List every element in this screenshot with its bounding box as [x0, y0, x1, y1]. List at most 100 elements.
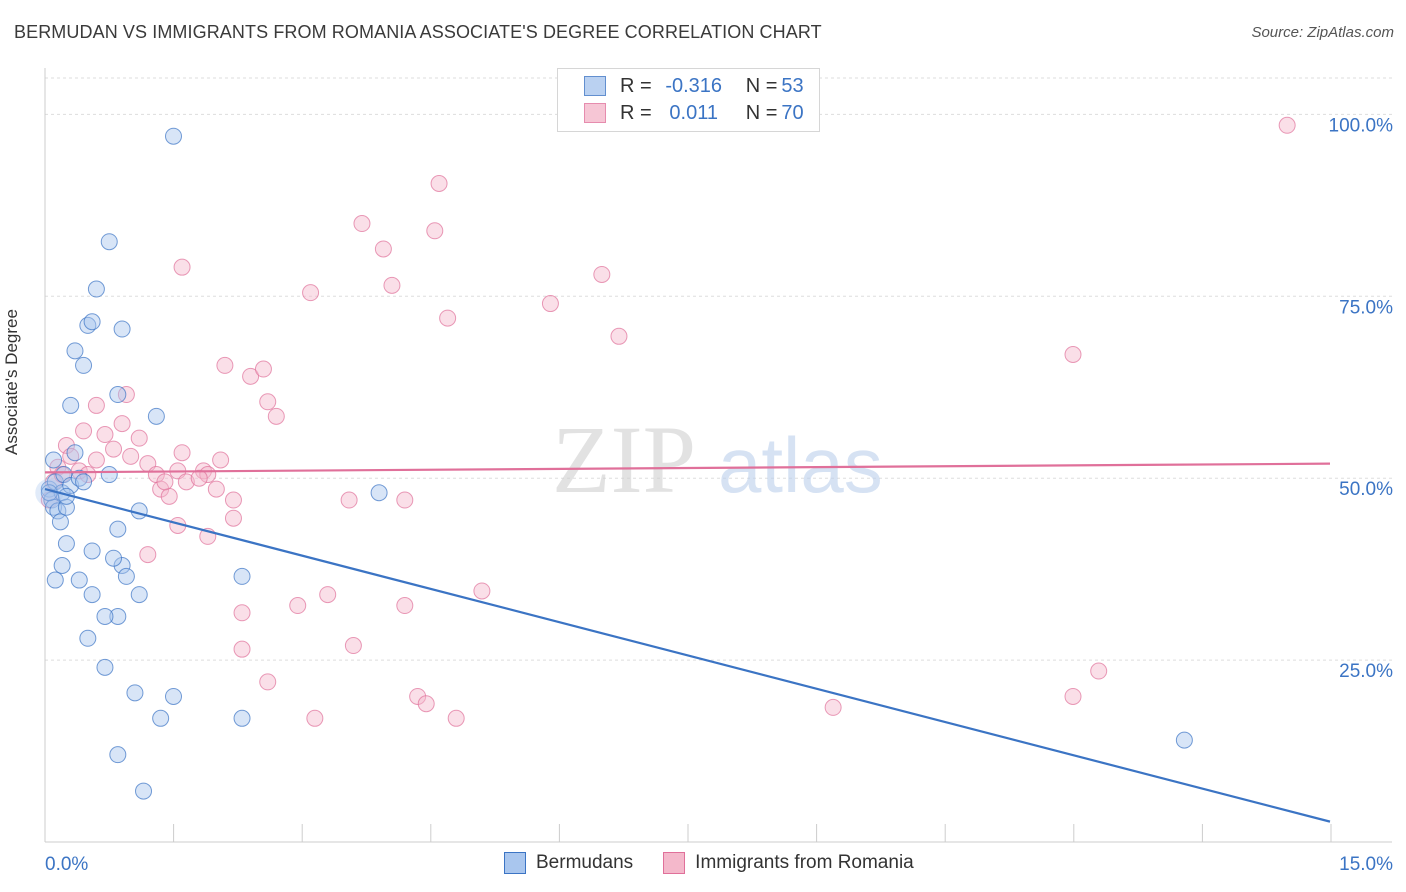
- y-tick-label: 50.0%: [1339, 479, 1393, 500]
- x-tick-labels: 0.0% 15.0%: [45, 854, 1393, 875]
- romania-point: [306, 709, 324, 727]
- legend-r-value: -0.316: [665, 74, 723, 97]
- romania-point: [96, 426, 114, 444]
- bermudans-point: [165, 127, 182, 145]
- romania-point: [289, 597, 307, 615]
- bermudans-point: [233, 709, 251, 727]
- romania-point: [113, 415, 131, 433]
- romania-point: [824, 698, 842, 716]
- axes: [44, 68, 1392, 843]
- series-legend: Bermudans Immigrants from Romania: [504, 852, 944, 874]
- trend-line-bermudans: [44, 488, 1331, 823]
- y-axis-label: Associate's Degree: [2, 309, 21, 455]
- bermudans-point: [165, 687, 182, 705]
- romania-point: [396, 597, 414, 615]
- trend-lines: [44, 462, 1331, 823]
- bermudans-point: [66, 444, 84, 462]
- bermudans-point: [100, 466, 118, 484]
- romania-point: [302, 284, 320, 302]
- x-tick-label: 0.0%: [45, 854, 88, 875]
- bermudans-point: [113, 557, 131, 575]
- romania-point: [259, 393, 277, 411]
- romania-point: [1090, 662, 1108, 680]
- legend-label-bermudans: Bermudans: [536, 852, 634, 873]
- romania-point: [224, 509, 242, 527]
- romania-point: [409, 687, 427, 705]
- bermudans-point: [109, 607, 127, 625]
- romania-point: [430, 175, 448, 193]
- romania-point: [417, 695, 435, 713]
- bermudans-point: [83, 586, 101, 604]
- chart-title: BERMUDAN VS IMMIGRANTS FROM ROMANIA ASSO…: [14, 22, 822, 42]
- romania-point: [259, 673, 277, 691]
- y-tick-label: 25.0%: [1339, 661, 1393, 682]
- romania-point: [207, 480, 225, 498]
- romania-point: [87, 396, 105, 414]
- watermark-zip: ZIP: [552, 406, 696, 513]
- romania-point: [447, 709, 465, 727]
- romania-point: [75, 422, 93, 440]
- legend-item-bermudans[interactable]: Bermudans: [504, 852, 633, 874]
- romania-point: [473, 582, 491, 600]
- romania-point: [233, 640, 251, 658]
- bermudans-point: [62, 476, 80, 494]
- bermudans-point: [109, 746, 127, 764]
- romania-point: [156, 473, 174, 491]
- romania-point: [439, 309, 457, 327]
- legend-swatch-pink: [663, 852, 686, 874]
- bermudans-point: [79, 629, 97, 647]
- romania-point: [216, 356, 234, 374]
- legend-n-value: 70: [781, 101, 804, 124]
- bermudans-point: [109, 386, 127, 404]
- bermudans-point-cluster: [35, 478, 64, 507]
- legend-row-romania: R = 0.011 N = 70: [584, 100, 804, 126]
- bermudans-point: [105, 549, 123, 567]
- legend-r-value: 0.011: [669, 101, 718, 124]
- romania-point: [1064, 345, 1082, 363]
- romania-point: [173, 258, 191, 276]
- legend-n-label: N =: [745, 74, 778, 97]
- romania-point: [593, 265, 611, 283]
- y-tick-label: 75.0%: [1339, 297, 1393, 318]
- series-bermudans-points: [35, 127, 1193, 800]
- romania-point: [212, 451, 230, 469]
- bermudans-point: [130, 586, 148, 604]
- y-tick-labels: 25.0% 50.0% 75.0% 100.0%: [1329, 115, 1394, 682]
- romania-point: [160, 487, 178, 505]
- romania-point: [173, 444, 191, 462]
- bermudans-point: [83, 542, 101, 560]
- romania-point: [57, 436, 75, 454]
- romania-point: [139, 546, 157, 564]
- legend-item-romania[interactable]: Immigrants from Romania: [663, 852, 914, 874]
- romania-point: [267, 407, 285, 425]
- bermudans-point: [1175, 731, 1193, 749]
- bermudans-point: [45, 451, 63, 469]
- legend-swatch-pink: [584, 103, 606, 123]
- source-label: Source: ZipAtlas.com: [1251, 24, 1394, 41]
- romania-point: [130, 429, 148, 447]
- y-tick-label: 100.0%: [1329, 115, 1394, 136]
- legend-swatch-blue: [504, 852, 526, 874]
- romania-point: [1064, 687, 1082, 705]
- romania-point: [1278, 116, 1296, 134]
- bermudans-point: [57, 535, 75, 553]
- romania-point: [426, 222, 444, 240]
- romania-point: [105, 440, 123, 458]
- legend-swatch-blue: [584, 76, 606, 96]
- romania-point: [319, 586, 337, 604]
- romania-point: [242, 367, 260, 385]
- legend-n-value: 53: [781, 74, 804, 97]
- bermudans-point: [109, 520, 127, 538]
- bermudans-point: [53, 557, 71, 575]
- x-tick-label: 15.0%: [1339, 854, 1393, 875]
- romania-point: [87, 451, 105, 469]
- watermark-atlas: atlas: [718, 421, 883, 509]
- romania-point: [374, 240, 392, 258]
- bermudans-point: [147, 407, 165, 425]
- romania-point: [353, 215, 371, 233]
- bermudans-point: [70, 571, 88, 589]
- trend-line-romania: [44, 462, 1331, 474]
- bermudans-point: [62, 396, 80, 414]
- bermudans-point: [152, 709, 170, 727]
